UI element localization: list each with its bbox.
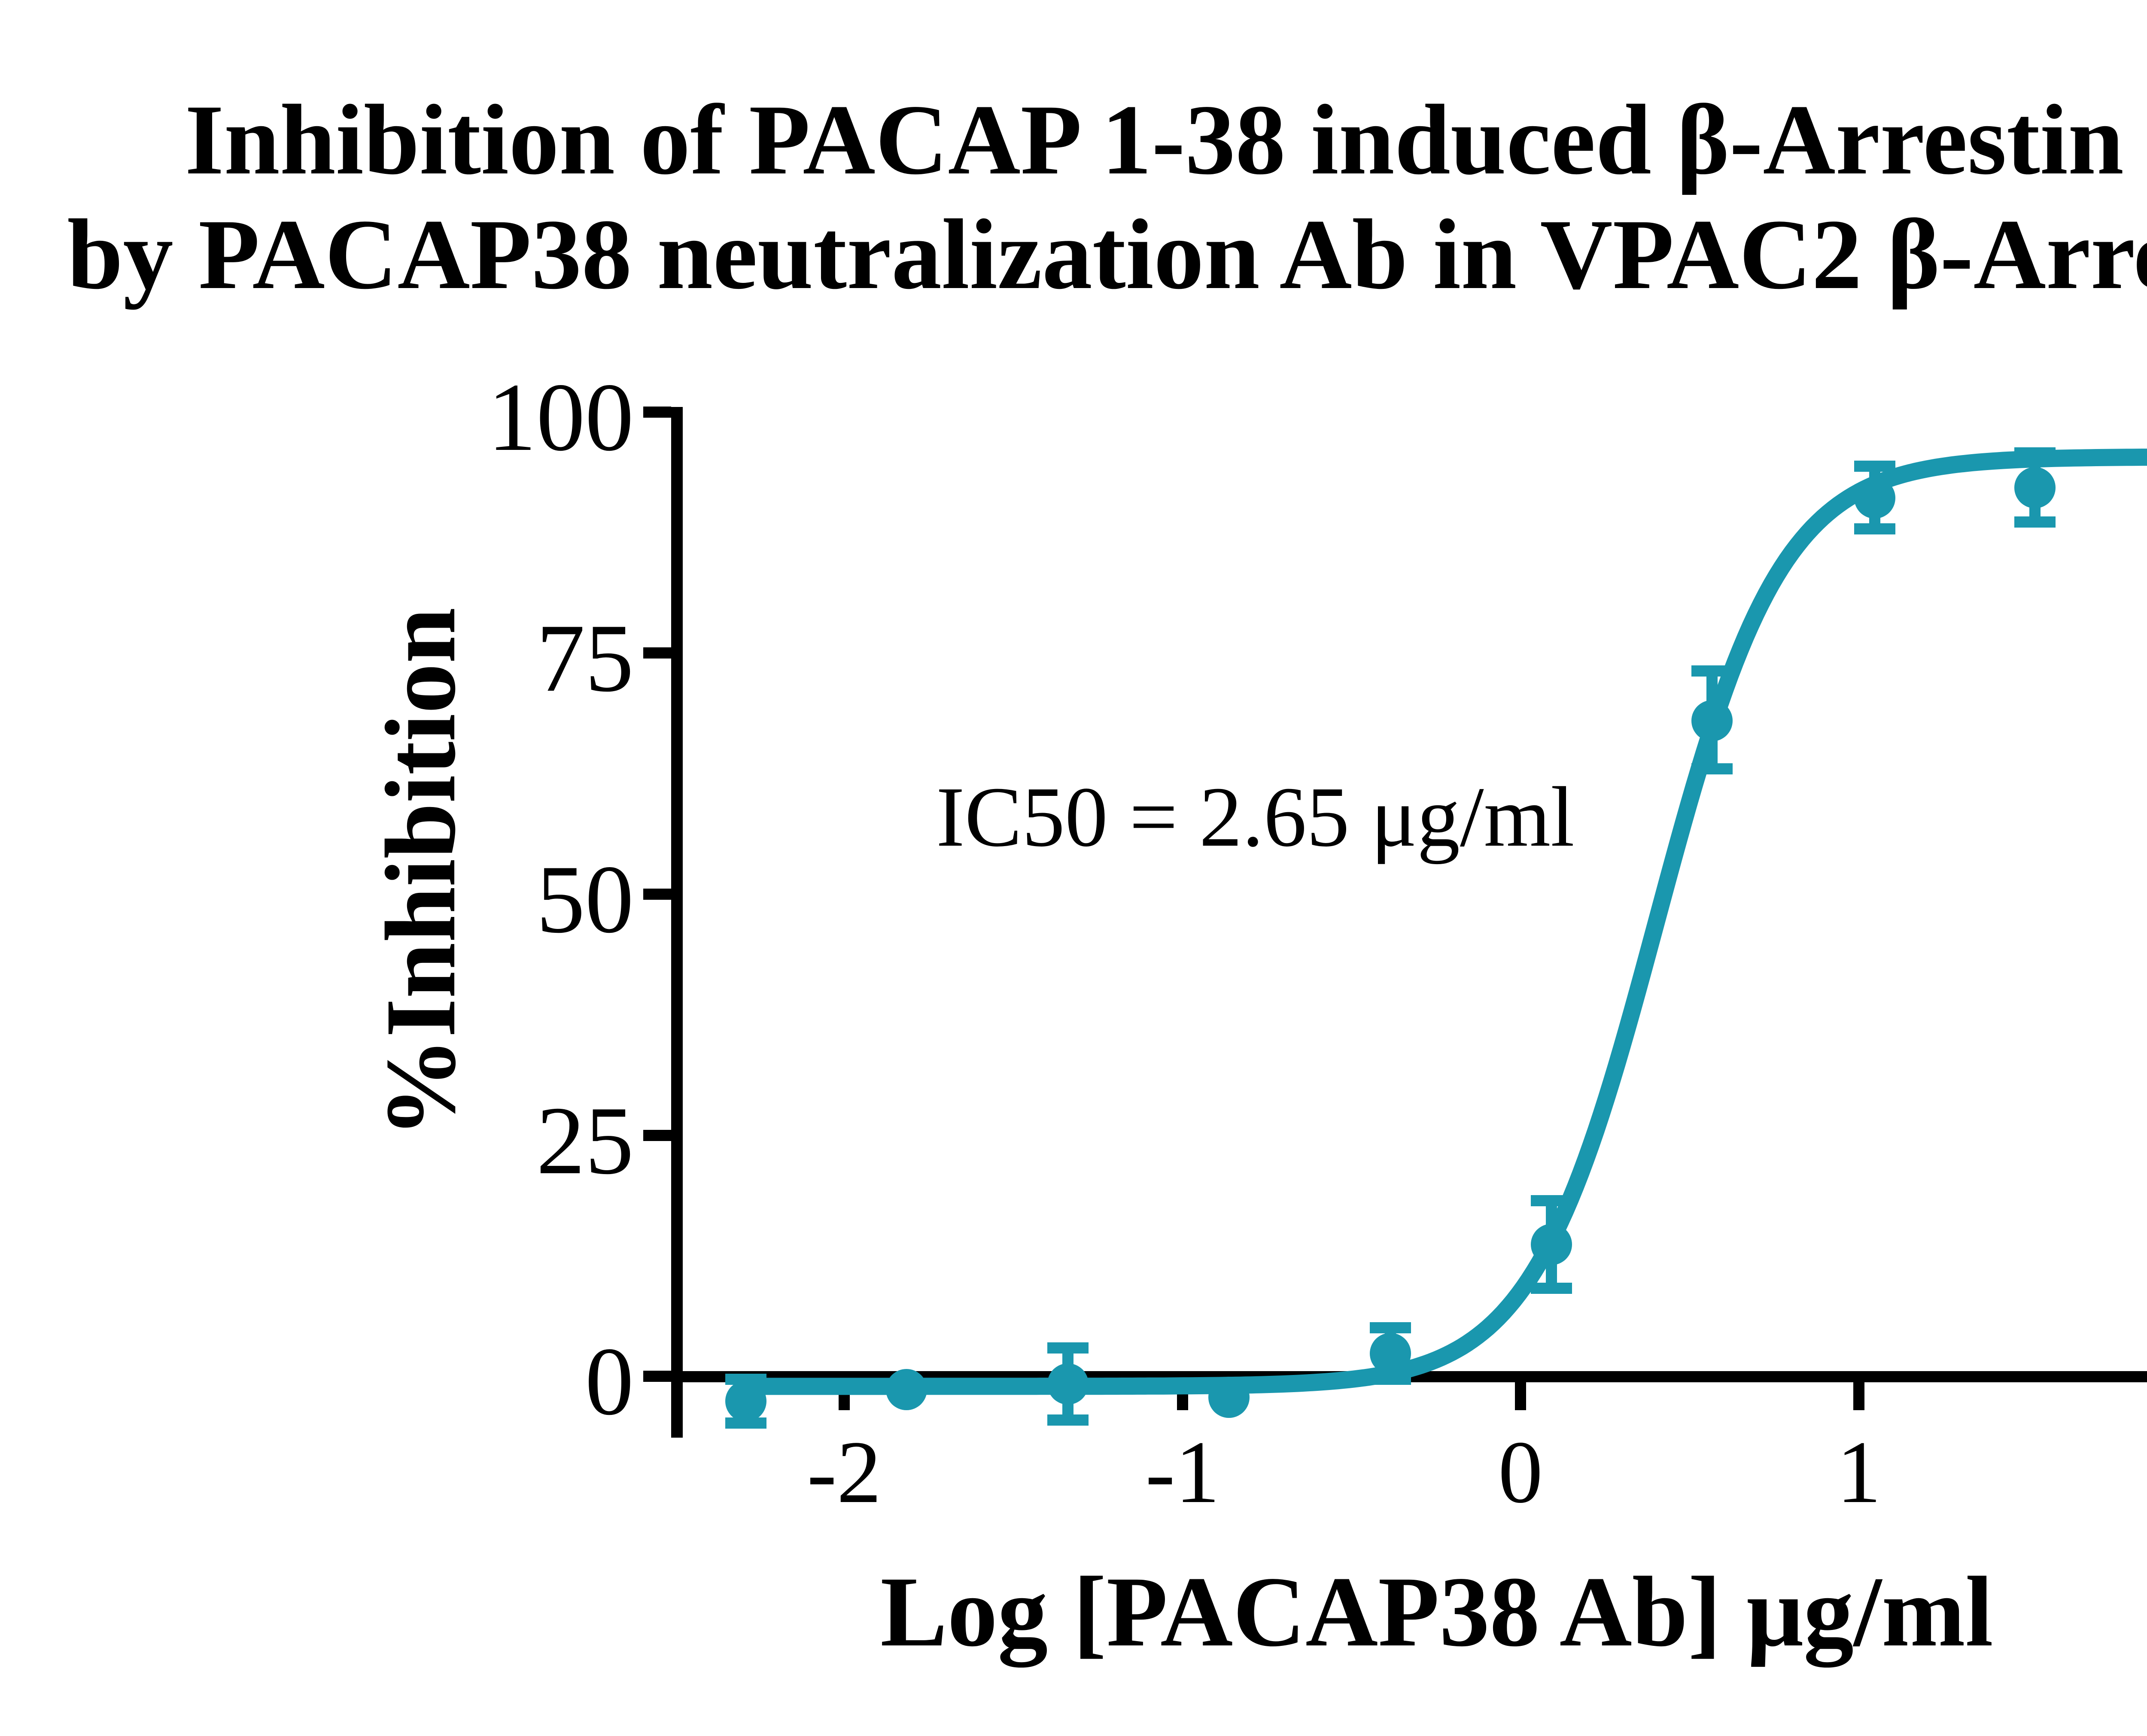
svg-text:0: 0: [1498, 1423, 1543, 1521]
svg-text:75: 75: [536, 604, 634, 712]
svg-text:%Inhibition: %Inhibition: [365, 607, 476, 1138]
svg-text:-2: -2: [807, 1423, 881, 1521]
svg-text:50: 50: [536, 846, 634, 953]
svg-text:25: 25: [536, 1087, 634, 1195]
svg-text:Log [PACAP38 Ab] μg/ml: Log [PACAP38 Ab] μg/ml: [880, 1556, 1993, 1668]
svg-text:100: 100: [488, 364, 634, 471]
svg-text:Inhibition of PACAP 1-38 induc: Inhibition of PACAP 1-38 induced β-Arres…: [185, 84, 2147, 195]
svg-text:-1: -1: [1145, 1423, 1219, 1521]
svg-text:1: 1: [1837, 1423, 1881, 1521]
svg-text:by PACAP38 neutralization Ab i: by PACAP38 neutralization Ab in VPAC2 β-…: [67, 191, 2147, 312]
svg-text:0: 0: [585, 1328, 634, 1436]
svg-text:IC50 = 2.65 μg/ml: IC50 = 2.65 μg/ml: [936, 770, 1575, 865]
